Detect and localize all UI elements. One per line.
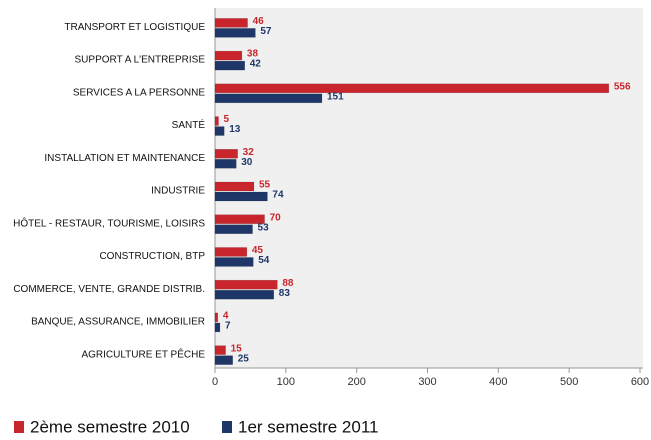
y-tick-label: SUPPORT A L'ENTREPRISE [75,55,206,66]
y-tick-label: TRANSPORT ET LOGISTIQUE [64,22,205,33]
x-tick-label: 400 [489,376,507,388]
bar [214,93,323,104]
y-tick-label: SERVICES A LA PERSONNE [73,87,205,98]
y-tick-label: COMMERCE, VENTE, GRANDE DISTRIB. [13,284,205,295]
bar [214,181,255,192]
value-label: 53 [258,222,270,233]
bar [214,149,238,159]
x-tick-label: 0 [212,376,218,388]
value-label: 15 [231,343,243,354]
bar [214,247,248,257]
bar [214,345,226,355]
plot-area [215,8,643,368]
bar [214,18,248,28]
value-label: 7 [225,321,231,332]
value-label: 556 [614,81,631,92]
value-label: 55 [259,180,271,191]
value-label: 46 [253,16,265,27]
value-label: 38 [247,49,259,60]
legend-label: 2ème semestre 2010 [30,417,190,435]
value-label: 42 [250,59,262,70]
value-label: 151 [327,91,344,102]
y-tick-label: AGRICULTURE ET PÊCHE [81,347,205,360]
bar [214,279,278,290]
bar [214,191,268,202]
value-label: 32 [243,147,255,158]
bar [214,159,237,169]
bar [214,322,221,333]
x-tick-label: 500 [560,376,578,388]
y-tick-label: INSTALLATION ET MAINTENANCE [44,153,205,164]
bar [214,355,233,365]
bar [214,50,243,61]
legend-label: 1er semestre 2011 [238,417,378,435]
bar [214,214,265,224]
y-tick-label: HÔTEL - RESTAUR, TOURISME, LOISIRS [13,216,205,229]
legend-swatch [14,421,24,433]
y-tick-label: CONSTRUCTION, BTP [99,251,205,262]
bar [214,28,256,38]
legend-swatch [222,421,232,433]
x-tick-label: 300 [418,376,436,388]
value-label: 88 [282,278,294,289]
bar [214,224,253,234]
value-label: 54 [258,255,270,266]
bar [214,257,254,267]
bar [214,289,275,300]
value-label: 45 [252,245,264,256]
value-label: 57 [260,26,272,37]
value-label: 25 [238,353,250,364]
value-label: 4 [223,311,229,322]
bar [214,60,245,71]
bar [214,312,219,323]
x-tick-label: 200 [347,376,365,388]
y-tick-label: INDUSTRIE [151,186,205,197]
bar [214,126,225,136]
x-tick-label: 100 [277,376,295,388]
bar [214,116,219,126]
y-tick-label: BANQUE, ASSURANCE, IMMOBILIER [31,317,205,328]
value-label: 83 [279,288,291,299]
value-label: 13 [229,124,241,135]
y-tick-label: SANTÉ [172,118,206,131]
x-tick-label: 600 [631,376,649,388]
bar [214,83,610,94]
value-label: 74 [272,190,284,201]
value-label: 5 [224,114,230,125]
value-label: 70 [270,212,282,223]
value-label: 30 [241,157,253,168]
